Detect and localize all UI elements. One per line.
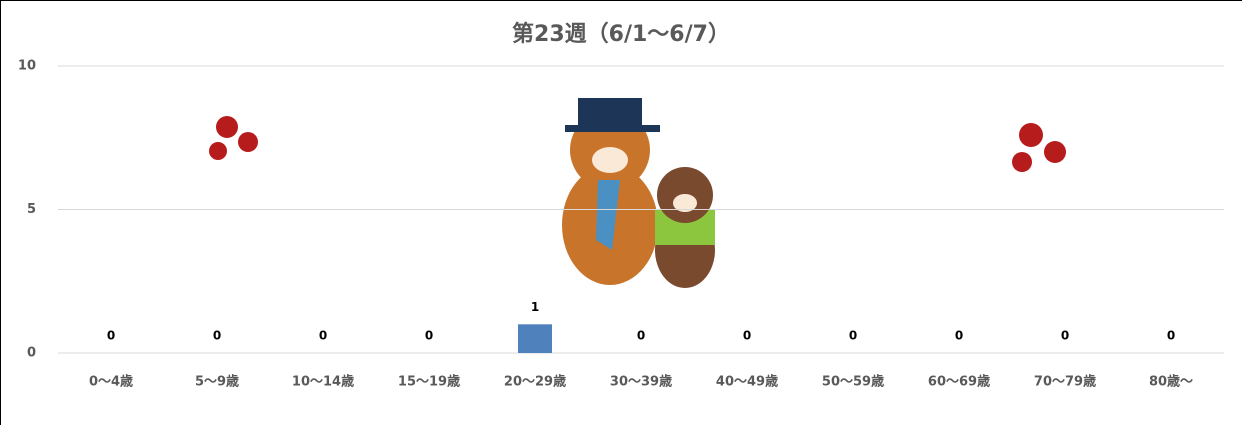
bear-illustration (562, 98, 715, 288)
x-tick-label: 80歳～ (1149, 374, 1193, 390)
x-tick-label: 0～4歳 (89, 374, 133, 390)
x-tick-label: 15～19歳 (398, 374, 460, 390)
x-tick-label: 70～79歳 (1034, 374, 1096, 390)
y-tick-label: 0 (27, 346, 36, 361)
data-label: 0 (319, 329, 327, 343)
data-label: 0 (1061, 329, 1069, 343)
data-label: 0 (955, 329, 963, 343)
virus-decoration-left (209, 116, 258, 160)
virus-decoration-right (1012, 123, 1066, 172)
chart-title: 第23週（6/1～6/7） (512, 21, 730, 47)
data-label: 0 (743, 329, 751, 343)
y-tick-label: 10 (18, 59, 36, 74)
x-tick-label: 10～14歳 (292, 374, 354, 390)
x-tick-label: 40～49歳 (716, 374, 778, 390)
data-label: 0 (107, 329, 115, 343)
data-label: 0 (213, 329, 221, 343)
data-label: 1 (531, 300, 539, 314)
x-tick-label: 60～69歳 (928, 374, 990, 390)
x-tick-label: 30～39歳 (610, 374, 672, 390)
y-tick-label: 5 (27, 202, 36, 217)
data-label: 0 (637, 329, 645, 343)
bar (518, 324, 552, 353)
data-label: 0 (1167, 329, 1175, 343)
x-tick-label: 20～29歳 (504, 374, 566, 390)
data-label: 0 (849, 329, 857, 343)
x-tick-label: 5～9歳 (195, 374, 239, 390)
data-label: 0 (425, 329, 433, 343)
x-tick-label: 50～59歳 (822, 374, 884, 390)
